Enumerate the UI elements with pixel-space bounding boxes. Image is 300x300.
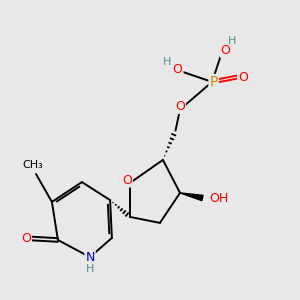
Text: O: O	[175, 100, 185, 113]
Text: O: O	[21, 232, 31, 245]
Text: OH: OH	[209, 191, 228, 205]
Text: H: H	[227, 35, 236, 46]
Text: P: P	[209, 75, 218, 89]
Text: CH₃: CH₃	[22, 160, 44, 170]
Text: H: H	[86, 263, 94, 274]
Text: N: N	[85, 250, 95, 264]
Text: O: O	[221, 44, 230, 57]
Text: H: H	[163, 57, 172, 68]
Polygon shape	[180, 193, 203, 201]
Text: O: O	[238, 70, 248, 84]
Text: O: O	[173, 63, 182, 76]
Text: O: O	[122, 173, 132, 187]
